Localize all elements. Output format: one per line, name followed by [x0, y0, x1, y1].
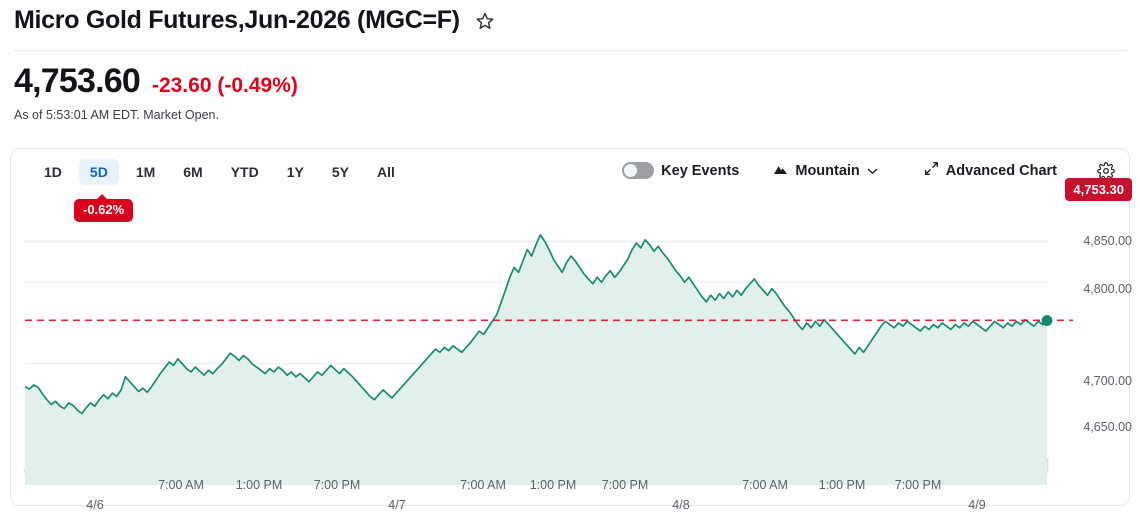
x-axis-time-2: 7:00 PM — [313, 478, 361, 492]
header: Micro Gold Futures,Jun-2026 (MGC=F) — [14, 6, 496, 35]
range-tab-all[interactable]: All — [376, 164, 395, 180]
chevron-down-icon — [867, 163, 878, 179]
price-line — [24, 234, 1048, 415]
x-axis-time-6: 7:00 AM — [742, 478, 788, 492]
y-axis-label-3: 4,650.00 — [1083, 420, 1132, 434]
area-fill — [25, 234, 1047, 485]
header-divider — [14, 50, 1126, 51]
price-change: -23.60 (-0.49%) — [151, 74, 298, 97]
quote-price-block: 4,753.60 -23.60 (-0.49%) — [14, 62, 298, 101]
star-outline-icon[interactable] — [474, 10, 496, 32]
chart-type-selector[interactable]: Mountain — [773, 162, 878, 179]
range-tab-5d[interactable]: 5D — [78, 159, 119, 185]
x-axis-time-0: 7:00 AM — [158, 478, 204, 492]
x-axis-time-3: 7:00 AM — [460, 478, 506, 492]
x-axis-date-3: 4/9 — [968, 498, 986, 512]
mountain-icon — [773, 163, 788, 179]
x-axis-time-8: 7:00 PM — [894, 478, 942, 492]
x-axis-time-1: 1:00 PM — [235, 478, 283, 492]
x-axis-date-0: 4/6 — [86, 498, 104, 512]
range-change-badge: -0.62% — [74, 194, 134, 222]
y-axis-label-0: 4,850.00 — [1083, 234, 1132, 248]
advanced-chart-label: Advanced Chart — [945, 162, 1057, 179]
range-tab-5y[interactable]: 5Y — [331, 164, 349, 180]
y-axis-label-1: 4,800.00 — [1083, 282, 1132, 296]
price-chart[interactable] — [11, 197, 1129, 505]
x-axis-date-2: 4/8 — [672, 498, 690, 512]
x-axis-time-5: 7:00 PM — [601, 478, 649, 492]
chart-tool-group: Key Events Mountain — [622, 161, 1115, 180]
x-axis-date-1: 4/7 — [388, 498, 406, 512]
chart-toolbar: 1D 5D 1M 6M YTD 1Y 5Y All -0.62% Key Eve… — [11, 149, 1129, 222]
range-tab-1y[interactable]: 1Y — [286, 164, 304, 180]
key-events-toggle[interactable]: Key Events — [622, 162, 739, 179]
gear-icon[interactable] — [1097, 161, 1115, 180]
range-tab-1m[interactable]: 1M — [135, 164, 156, 180]
current-price-tag: 4,753.30 — [1065, 178, 1132, 201]
last-price: 4,753.60 — [14, 62, 141, 100]
toggle-switch[interactable] — [622, 162, 655, 179]
chart-card: 1D 5D 1M 6M YTD 1Y 5Y All -0.62% Key Eve… — [10, 148, 1130, 506]
last-price-marker — [1041, 315, 1053, 326]
chart-type-label: Mountain — [795, 162, 860, 179]
x-axis-time-7: 1:00 PM — [818, 478, 866, 492]
range-tab-group: 1D 5D 1M 6M YTD 1Y 5Y All — [33, 159, 406, 185]
key-events-label: Key Events — [661, 162, 740, 179]
page-title: Micro Gold Futures,Jun-2026 (MGC=F) — [14, 6, 460, 34]
x-axis: 7:00 AM 1:00 PM 7:00 PM 7:00 AM 1:00 PM … — [0, 478, 1140, 516]
range-tab-ytd[interactable]: YTD — [230, 164, 259, 180]
x-axis-time-4: 1:00 PM — [529, 478, 577, 492]
range-tab-6m[interactable]: 6M — [183, 164, 203, 180]
expand-icon — [924, 161, 939, 180]
chart-svg — [23, 234, 1073, 485]
market-status: As of 5:53:01 AM EDT. Market Open. — [14, 108, 219, 122]
toggle-knob — [624, 164, 638, 177]
range-tab-1d[interactable]: 1D — [44, 164, 62, 180]
y-axis-label-2: 4,700.00 — [1083, 374, 1132, 388]
advanced-chart-button[interactable]: Advanced Chart — [924, 161, 1057, 180]
